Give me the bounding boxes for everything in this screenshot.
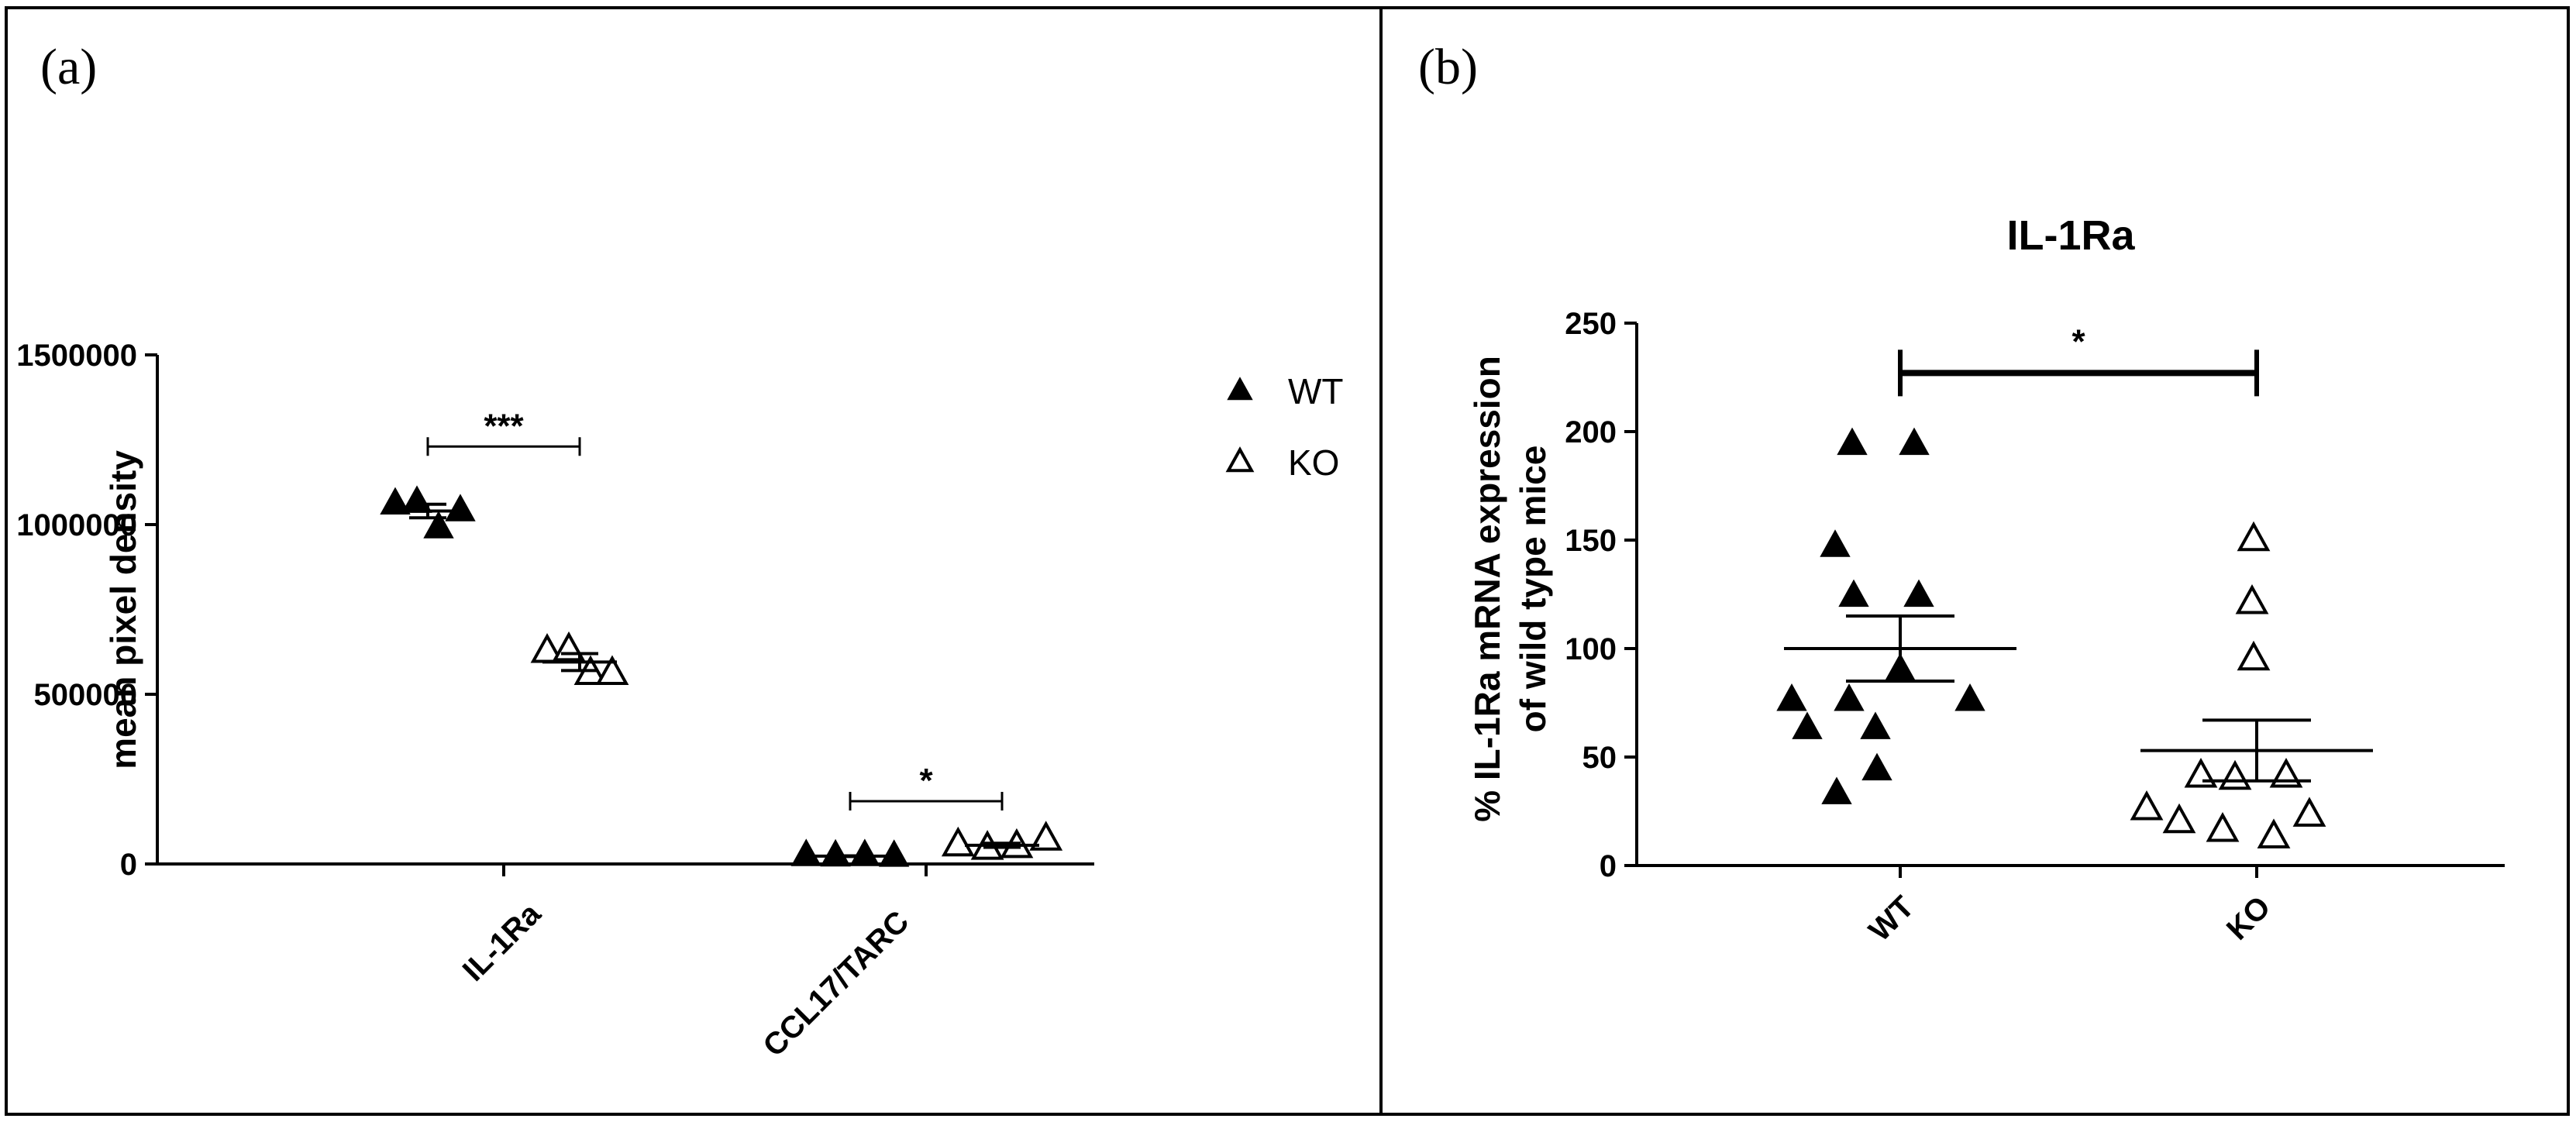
ko-data-point xyxy=(2235,583,2269,614)
wt-data-point xyxy=(380,487,411,515)
ko-data-point xyxy=(2257,818,2291,848)
ko-data-point xyxy=(2292,797,2326,827)
wt-data-point xyxy=(1834,683,1865,711)
legend-marker-wt xyxy=(1227,377,1253,401)
y-tick-label: 50 xyxy=(1582,741,1617,775)
ko-data-point xyxy=(1029,821,1063,851)
legend-label-wt: WT xyxy=(1288,371,1344,411)
legend-marker-ko xyxy=(1225,446,1255,473)
ko-data-point xyxy=(2162,803,2196,834)
chart-title: IL-1Ra xyxy=(2006,212,2135,259)
wt-data-point xyxy=(790,838,821,866)
wt-data-point xyxy=(820,838,851,867)
wt-data-point xyxy=(423,511,454,539)
y-tick-label: 200 xyxy=(1565,415,1617,449)
wt-data-point xyxy=(1820,529,1851,557)
ko-data-point xyxy=(595,655,629,686)
y-tick-label: 100 xyxy=(1565,632,1617,666)
legend-label-ko: KO xyxy=(1288,442,1339,483)
panel-b-label: (b) xyxy=(1418,39,1478,95)
y-tick-label: 0 xyxy=(1600,849,1617,883)
y-axis-label-line2: of wild type mice xyxy=(1513,446,1553,733)
significance-label: * xyxy=(2071,322,2085,360)
wt-data-point xyxy=(1860,711,1891,739)
wt-data-point xyxy=(1838,579,1869,607)
panel-a-points: **** xyxy=(380,407,1063,867)
panel-b-points: * xyxy=(1776,322,2373,848)
y-axis-label: mean pixel density xyxy=(103,450,143,769)
ko-data-point xyxy=(941,826,975,857)
wt-data-point xyxy=(1861,752,1892,781)
significance-label: *** xyxy=(484,407,524,445)
panel-a-legend: WT KO xyxy=(1225,371,1344,483)
wt-data-point xyxy=(1776,683,1807,711)
y-tick-label: 1000000 xyxy=(16,508,137,542)
y-tick-label: 0 xyxy=(120,848,137,882)
wt-data-point xyxy=(445,494,476,521)
y-tick-label: 1500000 xyxy=(16,339,137,373)
ko-data-point xyxy=(2237,521,2271,552)
wt-data-point xyxy=(1954,683,1985,711)
y-tick-label: 500000 xyxy=(34,678,137,712)
ko-data-point xyxy=(2237,640,2271,671)
panel-a-label: (a) xyxy=(40,39,97,95)
significance-label: * xyxy=(919,762,933,800)
wt-data-point xyxy=(1821,776,1852,804)
wt-data-point xyxy=(1837,427,1868,456)
ko-data-point xyxy=(2206,811,2240,842)
wt-data-point xyxy=(879,839,910,867)
wt-data-point xyxy=(1899,427,1930,456)
y-tick-label: 150 xyxy=(1565,524,1617,558)
wt-data-point xyxy=(1903,579,1934,607)
wt-data-point xyxy=(1792,711,1823,739)
y-axis-label-line1: % IL-1Ra mRNA expression xyxy=(1467,356,1507,822)
y-tick-label: 250 xyxy=(1565,307,1617,341)
panel-b: (b) IL-1Ra 0 50 100 150 200 250 % IL-1Ra mRNA e… xyxy=(1418,39,2505,948)
wt-data-point xyxy=(849,838,880,866)
figure-border xyxy=(5,6,2570,1116)
ko-data-point xyxy=(2130,790,2164,821)
